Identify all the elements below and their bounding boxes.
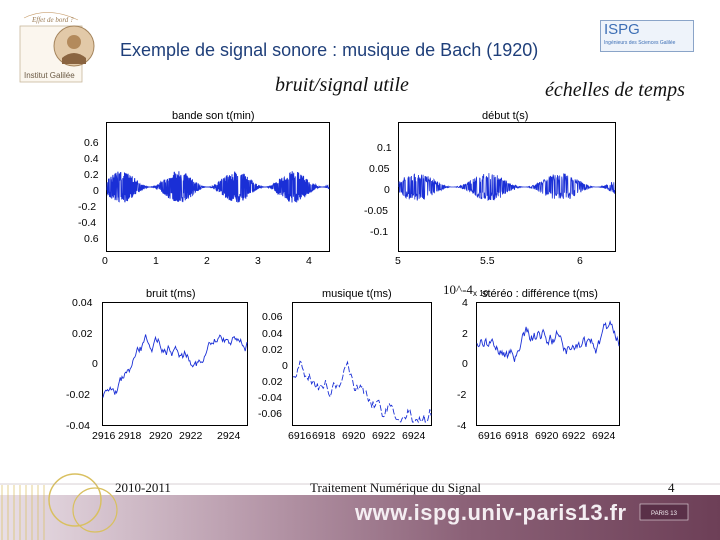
bande-xtick: 1: [153, 255, 159, 267]
bruit-xtick: 2916: [92, 430, 116, 442]
plot-bande-son: [106, 122, 330, 252]
bruit-ytick: 0.02: [72, 328, 93, 340]
footer-band: [0, 495, 720, 540]
plot-title-bruit: bruit t(ms): [146, 288, 196, 300]
bande-ytick: 0.2: [84, 169, 99, 181]
debut-xtick: 6: [577, 255, 583, 267]
stereo-ytick: -4: [457, 420, 467, 432]
debut-xtick: 5.5: [480, 255, 495, 267]
plot-title-bande: bande son t(min): [172, 110, 255, 122]
bande-ytick: 0.6: [84, 137, 99, 149]
svg-text:Effet de bord ?: Effet de bord ?: [31, 16, 74, 24]
stereo-xtick: 6924: [592, 430, 616, 442]
musique-xtick: 6916: [288, 430, 312, 442]
musique-ytick: -0.04: [258, 392, 282, 404]
bruit-xtick: 2922: [179, 430, 203, 442]
stereo-xtick: 6922: [562, 430, 586, 442]
stereo-xtick: 6916: [478, 430, 502, 442]
musique-xtick: 6924: [402, 430, 426, 442]
stereo-exponent-small: x 10: [473, 289, 489, 298]
bande-ytick: 0: [93, 185, 99, 197]
musique-xtick: 6918: [312, 430, 336, 442]
debut-ytick: -0.05: [364, 205, 388, 217]
bande-ytick: 0.6: [84, 233, 99, 245]
svg-text:PARIS 13: PARIS 13: [651, 511, 678, 517]
plot-bruit: [102, 302, 248, 426]
plot-musique: [292, 302, 432, 426]
debut-xtick: 5: [395, 255, 401, 267]
bande-ytick: -0.4: [78, 217, 97, 229]
bande-xtick: 3: [255, 255, 261, 267]
plot-debut: [398, 122, 616, 252]
musique-ytick: 0.02: [262, 344, 283, 356]
bruit-ytick: -0.04: [66, 420, 90, 432]
plot-title-debut: début t(s): [482, 110, 529, 122]
slide-title: Exemple de signal sonore : musique de Ba…: [120, 40, 539, 60]
musique-ytick: 0.06: [262, 311, 283, 323]
musique-xtick: 6922: [372, 430, 396, 442]
bande-xtick: 0: [102, 255, 108, 267]
debut-ytick: -0.1: [370, 226, 389, 238]
footer-course: Traitement Numérique du Signal: [310, 480, 482, 495]
subtitle-noise-signal: bruit/signal utile: [275, 74, 409, 96]
institut-galilee-logo: Effet de bord ? Institut Galilée: [19, 12, 95, 83]
footer-year: 2010-2011: [115, 480, 171, 495]
musique-ytick: -0.06: [258, 408, 282, 420]
footer-url: www.ispg.univ-paris13.fr: [355, 500, 627, 525]
bande-ytick: -0.2: [78, 201, 97, 213]
bruit-ytick: 0: [92, 358, 98, 370]
plot-stereo: [476, 302, 620, 426]
bande-signal-band: [106, 171, 330, 203]
bande-ytick: 0.4: [84, 153, 99, 165]
stereo-ytick: 2: [462, 328, 468, 340]
musique-xtick: 6920: [342, 430, 366, 442]
page-number: 4: [668, 480, 675, 495]
bruit-ytick: 0.04: [72, 297, 93, 309]
bande-xtick: 2: [204, 255, 210, 267]
plot-title-musique: musique t(ms): [322, 288, 392, 300]
stereo-ytick: -2: [457, 389, 467, 401]
debut-ytick: 0.05: [369, 163, 390, 175]
footer-decoration: PARIS 13: [0, 473, 720, 540]
bruit-xtick: 2920: [149, 430, 173, 442]
bande-xtick: 4: [306, 255, 312, 267]
debut-ytick: 0.1: [377, 142, 392, 154]
bruit-xtick: 2918: [118, 430, 142, 442]
stereo-xtick: 6918: [505, 430, 529, 442]
bruit-ytick: -0.02: [66, 389, 90, 401]
debut-ytick: 0: [384, 184, 390, 196]
ispg-logo-text: ISPG: [604, 21, 640, 38]
stereo-xtick: 6920: [535, 430, 559, 442]
musique-ytick: 0.02: [262, 376, 283, 388]
stereo-ytick: 0: [462, 358, 468, 370]
stereo-exponent-overlay: 10^-4: [443, 282, 473, 297]
musique-ytick: 0.04: [262, 328, 283, 340]
subtitle-time-scales: échelles de temps: [545, 79, 685, 101]
plot-title-stereo: stéréo : différence t(ms): [482, 288, 598, 300]
ispg-logo: ISPG Ingénieurs des Sciences Galilée: [600, 20, 694, 52]
musique-ytick: 0: [282, 360, 288, 372]
stereo-ytick: 4: [462, 297, 468, 309]
ispg-logo-subtext: Ingénieurs des Sciences Galilée: [604, 40, 676, 46]
svg-text:Institut Galilée: Institut Galilée: [24, 71, 75, 80]
bruit-xtick: 2924: [217, 430, 241, 442]
